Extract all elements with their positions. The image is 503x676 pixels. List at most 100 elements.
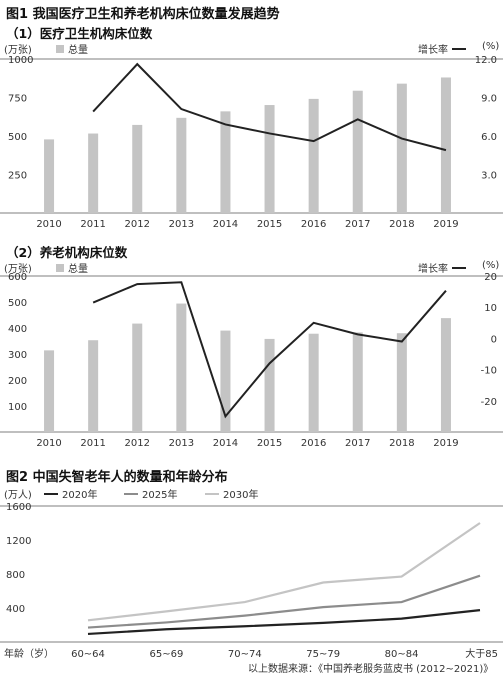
chart3-legend-2030: 2030年 bbox=[205, 486, 258, 501]
x-tick-label: 80~84 bbox=[385, 649, 419, 660]
legend-label: 2030年 bbox=[223, 490, 259, 501]
chart1-y2-unit: (%) bbox=[482, 41, 500, 52]
bar bbox=[176, 117, 187, 213]
y2-tick-label: -20 bbox=[481, 397, 497, 408]
growth-rate-line bbox=[92, 281, 447, 419]
y-tick-label: 100 bbox=[8, 402, 27, 413]
y2-tick-label: 12.0 bbox=[475, 55, 497, 66]
x-tick-label: 2011 bbox=[80, 438, 105, 449]
line-swatch-icon bbox=[205, 492, 219, 495]
legend-label: 增长率 bbox=[418, 264, 448, 275]
bar bbox=[396, 333, 407, 432]
y2-tick-label: 20 bbox=[484, 272, 497, 283]
x-tick-label: 2013 bbox=[169, 438, 194, 449]
x-tick-label: 大于85 bbox=[465, 647, 498, 660]
bar bbox=[440, 77, 451, 213]
y-tick-label: 300 bbox=[8, 350, 27, 361]
series-line-0 bbox=[87, 609, 481, 636]
y-tick-label: 500 bbox=[8, 132, 27, 143]
bar bbox=[44, 139, 55, 213]
bar-swatch-icon bbox=[56, 263, 64, 272]
bar bbox=[176, 303, 187, 432]
legend-label: 2025年 bbox=[142, 490, 178, 501]
bar bbox=[352, 90, 363, 213]
y-tick-label: 500 bbox=[8, 298, 27, 309]
growth-rate-line bbox=[92, 62, 447, 152]
bar bbox=[440, 318, 451, 432]
y-tick-label: 200 bbox=[8, 376, 27, 387]
bar bbox=[264, 338, 275, 432]
x-tick-label: 2012 bbox=[125, 219, 150, 230]
bar bbox=[220, 330, 231, 432]
y-tick-label: 1000 bbox=[8, 55, 33, 66]
x-tick-label: 2013 bbox=[169, 219, 194, 230]
chart1-y-unit: (万张) bbox=[4, 45, 32, 56]
x-tick-label: 2016 bbox=[301, 438, 326, 449]
series-line-1 bbox=[87, 574, 481, 629]
y2-tick-label: 0 bbox=[491, 334, 497, 345]
y2-tick-label: 6.0 bbox=[481, 132, 497, 143]
series-line-2 bbox=[87, 522, 481, 622]
y-tick-label: 800 bbox=[6, 570, 25, 581]
x-tick-label: 2014 bbox=[213, 219, 238, 230]
bar bbox=[88, 133, 99, 213]
y-tick-label: 750 bbox=[8, 94, 27, 105]
x-axis-label: 年龄（岁） bbox=[4, 647, 54, 660]
legend-label: 总量 bbox=[68, 264, 88, 275]
x-tick-label: 65~69 bbox=[149, 649, 183, 660]
chart3-y-unit: (万人) bbox=[4, 490, 32, 501]
y-tick-label: 1600 bbox=[6, 502, 31, 513]
y-tick-label: 250 bbox=[8, 171, 27, 182]
bar bbox=[264, 105, 275, 213]
chart2-legend-line: 增长率 bbox=[418, 260, 466, 275]
chart2-y-unit: (万张) bbox=[4, 264, 32, 275]
chart2-plot: 100 200 300 400 500 600 -20 -10 0 10 20 2010 2011 201… bbox=[0, 272, 503, 449]
y2-tick-label: 3.0 bbox=[481, 171, 497, 182]
x-tick-label: 2018 bbox=[389, 219, 414, 230]
bar bbox=[352, 332, 363, 432]
line-swatch-icon bbox=[452, 47, 466, 50]
x-tick-label: 2017 bbox=[345, 438, 370, 449]
chart3-legend-2020: 2020年 bbox=[44, 486, 97, 501]
data-source-note: 以上数据来源：《中国养老服务蓝皮书 (2012~2021)》 bbox=[248, 664, 494, 675]
x-tick-label: 2017 bbox=[345, 219, 370, 230]
chart1-legend-line: 增长率 bbox=[418, 41, 466, 56]
x-tick-label: 2015 bbox=[257, 219, 282, 230]
x-tick-label: 2019 bbox=[433, 219, 458, 230]
chart1-title: （1）医疗卫生机构床位数 bbox=[6, 26, 153, 41]
x-tick-label: 2011 bbox=[80, 219, 105, 230]
x-tick-label: 2010 bbox=[36, 219, 61, 230]
bar bbox=[132, 124, 143, 213]
y2-tick-label: 10 bbox=[484, 303, 497, 314]
chart3-legend-2025: 2025年 bbox=[124, 486, 177, 501]
bar bbox=[396, 83, 407, 213]
y2-tick-label: 9.0 bbox=[481, 94, 497, 105]
bar bbox=[132, 323, 143, 432]
x-tick-label: 2014 bbox=[213, 438, 238, 449]
figure1-title: 图1 我国医疗卫生和养老机构床位数量发展趋势 bbox=[6, 7, 280, 22]
figure2-title: 图2 中国失智老年人的数量和年龄分布 bbox=[6, 470, 228, 485]
x-tick-label: 2018 bbox=[389, 438, 414, 449]
x-tick-label: 2010 bbox=[36, 438, 61, 449]
line-swatch-icon bbox=[124, 492, 138, 495]
y-tick-label: 600 bbox=[8, 272, 27, 283]
chart1-legend-bar: 总量 bbox=[56, 41, 88, 56]
y-tick-label: 400 bbox=[8, 324, 27, 335]
bar bbox=[220, 111, 231, 213]
x-tick-label: 70~74 bbox=[228, 649, 262, 660]
x-tick-label: 60~64 bbox=[71, 649, 105, 660]
x-tick-label: 2012 bbox=[125, 438, 150, 449]
chart2-title: （2）养老机构床位数 bbox=[6, 245, 128, 260]
legend-label: 增长率 bbox=[418, 45, 448, 56]
bar bbox=[308, 333, 319, 432]
x-tick-label: 2019 bbox=[433, 438, 458, 449]
x-tick-label: 75~79 bbox=[306, 649, 340, 660]
chart1-plot: 250 500 750 1000 3.0 6.0 9.0 12.0 2010 2011 2012 20… bbox=[0, 55, 503, 230]
legend-label: 总量 bbox=[68, 45, 88, 56]
chart2-y2-unit: (%) bbox=[482, 260, 500, 271]
legend-label: 2020年 bbox=[62, 490, 98, 501]
line-swatch-icon bbox=[452, 266, 466, 269]
bar bbox=[44, 350, 55, 432]
bar bbox=[88, 340, 99, 432]
